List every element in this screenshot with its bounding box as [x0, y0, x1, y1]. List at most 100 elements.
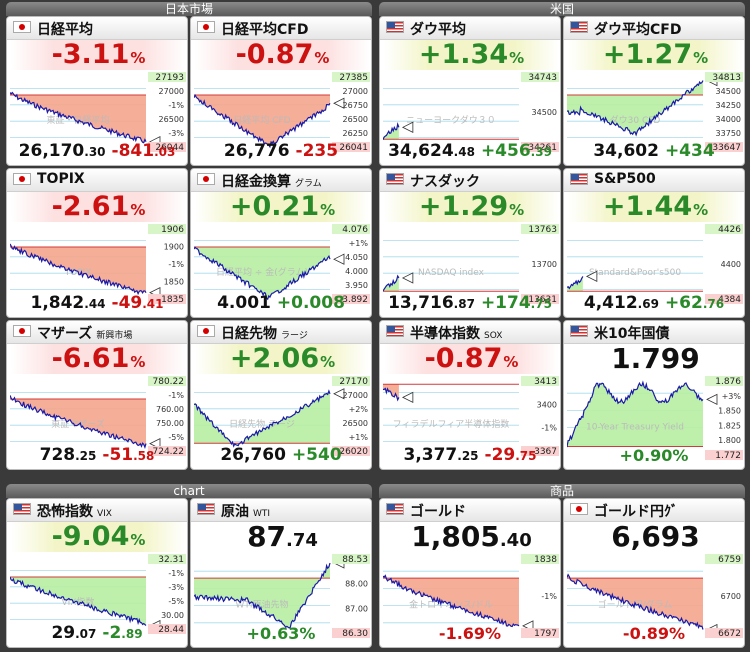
svg-text:33750: 33750: [716, 129, 741, 138]
tile-title: ダウ平均CFD: [594, 22, 682, 38]
svg-text:30.00: 30.00: [161, 611, 184, 620]
svg-text:87.00: 87.00: [345, 604, 368, 613]
tile-header: ゴールド: [380, 499, 560, 522]
svg-text:Standard&Poor's500: Standard&Poor's500: [589, 268, 681, 278]
tile-nikkei-cfd[interactable]: 日経平均CFD -0.87% 日経平均 CFD 27385 27000 26750 26…: [190, 16, 372, 166]
tile-gold-gram[interactable]: 日経金換算 グラム +0.21% 日経平均 ÷ 金(グラム) 4.076 +1% 4.0…: [190, 168, 372, 318]
price-row: 34,602 +434: [564, 141, 744, 162]
price-change: +62.76: [664, 293, 725, 313]
percent-change: -3.11%: [11, 40, 186, 70]
percent-change: -1.69%: [438, 624, 502, 643]
svg-text:27000: 27000: [343, 391, 368, 400]
price-row: 3,377.25 -29.75: [380, 445, 560, 466]
current-price: 13,716.87: [388, 293, 475, 313]
tile-us10y[interactable]: 米10年国債 1.799 10-Year Treasury Yield 1.876…: [563, 320, 745, 470]
japan-flag-icon: [197, 21, 215, 33]
svg-text:34743: 34743: [528, 73, 557, 83]
japan-flag-icon: [13, 21, 31, 33]
svg-text:-1%: -1%: [541, 592, 557, 601]
tile-title: 半導体指数 SOX: [410, 326, 503, 342]
tile-nikkei-futures[interactable]: 日経先物 ラージ +2.06% 日経先物 ラージ 27170 27000 +2% 2650…: [190, 320, 372, 470]
tile-title: 日経先物 ラージ: [221, 326, 308, 342]
tile-header: 半導体指数 SOX: [380, 321, 560, 344]
svg-text:4400: 4400: [721, 260, 741, 269]
svg-text:26750: 26750: [343, 101, 368, 110]
mini-chart: 日経先物 ラージ 27170 27000 +2% 26500 +1% 26020: [194, 376, 370, 457]
tile-title: マザーズ 新興市場: [37, 326, 133, 342]
japan-flag-icon: [197, 325, 215, 337]
tile-sp500[interactable]: S&P500 +1.44% Standard&Poor's500 4426 4400…: [563, 168, 745, 318]
percent-change: -2.61%: [11, 192, 186, 222]
current-price: 1,842.44: [30, 293, 106, 313]
svg-text:1.772: 1.772: [715, 451, 741, 461]
tile-dow-cfd[interactable]: ダウ平均CFD +1.27% ダウ30 CFD 34813 34500 34250 34…: [563, 16, 745, 166]
svg-text:760.00: 760.00: [156, 405, 184, 414]
tile-header: ダウ平均CFD: [564, 17, 744, 40]
tile-sox[interactable]: 半導体指数 SOX -0.87% フィラデルフィア半導体指数 3413 3400 -1%…: [379, 320, 561, 470]
tile-gold-yen[interactable]: ゴールド円ｸﾞ 6,693 ゴールド円/グラム 6759 6700 6672 -0.8…: [563, 498, 745, 648]
svg-text:1.850: 1.850: [718, 407, 741, 416]
percent-change: -0.89%: [622, 624, 686, 643]
svg-text:26500: 26500: [343, 419, 368, 428]
tile-nikkei[interactable]: 日経平均 -3.11% 東証・日経平均 27193 27000 -1% 26500 -3%…: [6, 16, 188, 166]
percent-change: -9.04%: [11, 522, 186, 552]
svg-text:-5%: -5%: [168, 597, 184, 606]
svg-text:ニューヨークダウ３０: ニューヨークダウ３０: [406, 114, 496, 126]
tile-title: ダウ平均: [410, 22, 466, 38]
svg-text:26500: 26500: [343, 115, 368, 124]
tile-gold[interactable]: ゴールド 1,805.40 金トロイオンス/ドル 1838 -1% 1797 -1.6…: [379, 498, 561, 648]
svg-text:TOPIX: TOPIX: [64, 268, 92, 278]
svg-text:+1%: +1%: [349, 433, 369, 442]
tile-title: ナスダック: [410, 174, 480, 190]
svg-text:4426: 4426: [718, 225, 741, 235]
mini-chart: TOPIX 1906 1900 -1% 1850 1835: [10, 224, 186, 305]
price-row: 26,170.30 -841.03: [7, 141, 187, 162]
tile-header: ナスダック: [380, 169, 560, 192]
tile-dow[interactable]: ダウ平均 +1.34% ニューヨークダウ３０ 34743 34500 34261 34…: [379, 16, 561, 166]
svg-text:-1%: -1%: [541, 424, 557, 433]
tile-nasdaq[interactable]: ナスダック +1.29% NASDAQ index 13763 13700 13631…: [379, 168, 561, 318]
tile-vix[interactable]: 恐怖指数 VIX -9.04% VIX指数 32.31 -1% -3% -5% 30.00 2…: [6, 498, 188, 648]
current-price: 87.74: [247, 520, 318, 553]
svg-text:日経平均 ÷ 金(グラム): 日経平均 ÷ 金(グラム): [216, 266, 308, 278]
tile-oil[interactable]: 原油 WTI 87.74 WTI原油先物 88.53 88.00 87.00 86.30 …: [190, 498, 372, 648]
svg-text:-1%: -1%: [168, 391, 184, 400]
tile-header: 米10年国債: [564, 321, 744, 344]
price-row: 34,624.48 +456.39: [380, 141, 560, 162]
us-flag-icon: [386, 325, 404, 337]
svg-text:-1%: -1%: [168, 101, 184, 110]
mini-chart: NASDAQ index 13763 13700 13631: [383, 224, 559, 305]
tile-header: S&P500: [564, 169, 744, 192]
mini-chart: Standard&Poor's500 4426 4400 4384: [567, 224, 743, 305]
svg-text:東証・日経平均: 東証・日経平均: [46, 114, 109, 126]
percent-change: +1.34%: [384, 40, 559, 70]
svg-text:88.00: 88.00: [345, 580, 368, 589]
svg-text:1835: 1835: [161, 295, 184, 305]
tile-header: ゴールド円ｸﾞ: [564, 499, 744, 522]
svg-text:10-Year Treasury Yield: 10-Year Treasury Yield: [586, 422, 684, 432]
price-change: -51.58: [102, 445, 155, 465]
us-flag-icon: [570, 21, 588, 33]
price-change: +0.008: [276, 293, 345, 313]
tile-mothers[interactable]: マザーズ 新興市場 -6.61% 東証マザーズ 780.22 -1% 760.00 750…: [6, 320, 188, 470]
svg-text:1838: 1838: [534, 555, 557, 565]
svg-text:750.00: 750.00: [156, 419, 184, 428]
tile-header: 日経平均: [7, 17, 187, 40]
svg-text:-1%: -1%: [168, 260, 184, 269]
svg-text:-3%: -3%: [168, 583, 184, 592]
mini-chart: ダウ30 CFD 34813 34500 34250 34000 33750 33647: [567, 72, 743, 153]
mini-chart: 日経平均 CFD 27385 27000 26750 26500 26250 26041: [194, 72, 370, 153]
us-flag-icon: [570, 173, 588, 185]
price-row: 26,776 -235: [191, 141, 371, 162]
svg-text:+1%: +1%: [349, 239, 369, 248]
current-price: 34,602: [593, 141, 659, 161]
tile-topix[interactable]: TOPIX -2.61% TOPIX 1906 1900 -1% 1850 1835 1,…: [6, 168, 188, 318]
japan-flag-icon: [13, 173, 31, 185]
tile-title: 日経金換算 グラム: [221, 174, 322, 190]
tile-header: 日経金換算 グラム: [191, 169, 371, 192]
svg-text:4.076: 4.076: [342, 225, 368, 235]
svg-text:+3%: +3%: [722, 392, 742, 401]
price-change: -841.03: [111, 141, 176, 161]
